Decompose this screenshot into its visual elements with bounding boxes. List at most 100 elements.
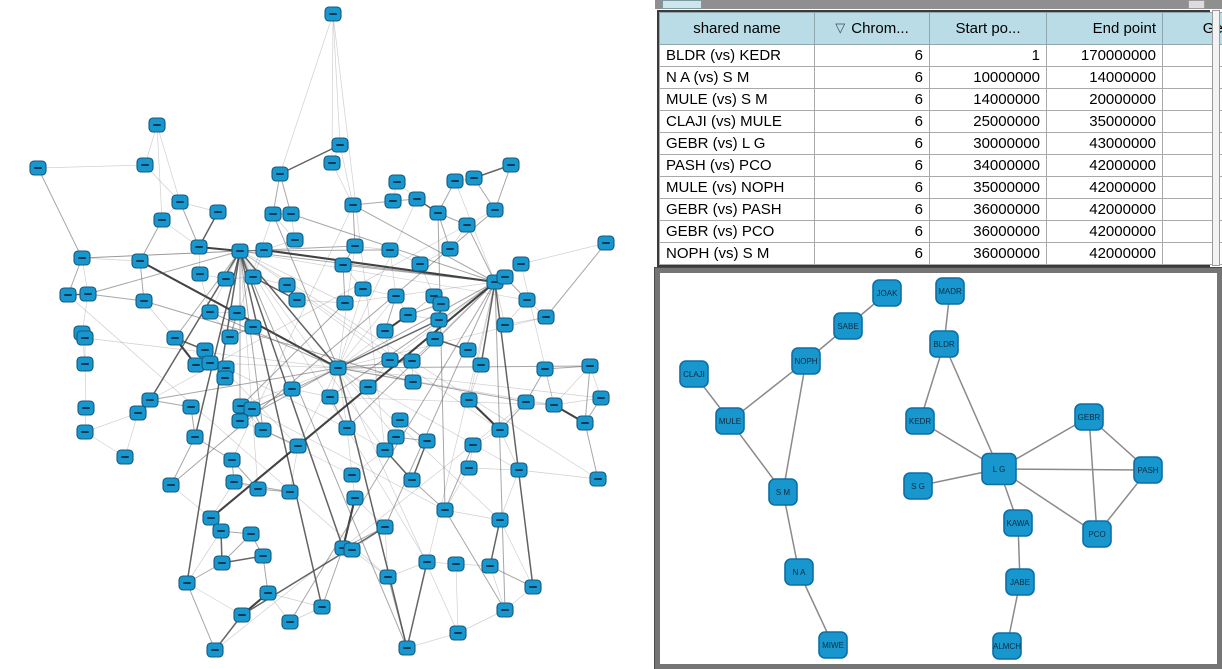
table-cell[interactable]: 170000000 — [1046, 44, 1163, 67]
network-node[interactable] — [429, 205, 447, 221]
table-cell[interactable]: N A (vs) S M — [659, 66, 815, 89]
network-node[interactable] — [153, 212, 171, 228]
table-cell[interactable]: 16.9 — [1162, 132, 1222, 155]
network-node[interactable] — [376, 519, 394, 535]
network-node[interactable] — [201, 304, 219, 320]
network-node[interactable] — [344, 197, 362, 213]
table-cell[interactable]: 6 — [814, 88, 930, 111]
table-cell[interactable]: 36000000 — [929, 198, 1047, 221]
network-edge[interactable] — [943, 343, 1000, 470]
network-edge[interactable] — [1088, 416, 1098, 535]
table-cell[interactable]: 1 — [929, 44, 1047, 67]
table-cell[interactable]: 43000000 — [1046, 132, 1163, 155]
network-node[interactable]: NOPH — [791, 347, 821, 375]
table-cell[interactable]: 25000000 — [929, 110, 1047, 133]
table-cell[interactable]: 35000000 — [1046, 110, 1163, 133]
table-cell[interactable]: 192.0 — [1162, 44, 1222, 67]
table-cell[interactable]: 35000000 — [929, 176, 1047, 199]
network-node[interactable] — [459, 342, 477, 358]
network-node[interactable]: KEDR — [905, 407, 935, 435]
network-node[interactable] — [518, 292, 536, 308]
network-node[interactable] — [213, 555, 231, 571]
network-node[interactable] — [129, 405, 147, 421]
table-cell[interactable]: 8.4 — [1162, 220, 1222, 243]
network-node[interactable] — [581, 358, 599, 374]
network-node[interactable] — [446, 173, 464, 189]
network-node[interactable] — [391, 412, 409, 428]
network-node[interactable] — [517, 394, 535, 410]
network-node[interactable] — [384, 193, 402, 209]
network-node[interactable] — [77, 400, 95, 416]
table-cell[interactable]: 8.9 — [1162, 198, 1222, 221]
network-node[interactable]: L G — [981, 452, 1017, 486]
table-row[interactable]: CLAJI (vs) MULE625000000350000005.9 — [659, 110, 1222, 133]
network-node[interactable] — [286, 232, 304, 248]
network-node[interactable] — [403, 353, 421, 369]
network-node[interactable]: JABE — [1005, 568, 1035, 596]
table-cell[interactable]: 6 — [814, 66, 930, 89]
column-header-3[interactable]: End point — [1046, 12, 1163, 45]
network-node[interactable] — [336, 295, 354, 311]
network-node[interactable]: CLAJI — [679, 360, 709, 388]
table-cell[interactable]: 6 — [814, 220, 930, 243]
network-node[interactable]: S G — [903, 472, 933, 500]
network-node[interactable] — [271, 166, 289, 182]
table-row[interactable]: PASH (vs) PCO6340000004200000011.4 — [659, 154, 1222, 177]
network-node[interactable] — [502, 157, 520, 173]
table-cell[interactable]: 6 — [814, 132, 930, 155]
network-node[interactable] — [465, 170, 483, 186]
column-header-1[interactable]: ▽ Chrom... — [814, 12, 930, 45]
table-cell[interactable]: 42000000 — [1046, 176, 1163, 199]
network-node[interactable] — [191, 266, 209, 282]
network-node[interactable] — [233, 607, 251, 623]
network-node[interactable] — [404, 374, 422, 390]
network-node[interactable] — [460, 460, 478, 476]
network-node[interactable] — [458, 217, 476, 233]
network-node[interactable]: BLDR — [929, 330, 959, 358]
table-cell[interactable]: GEBR (vs) PCO — [659, 220, 815, 243]
network-node[interactable] — [592, 390, 610, 406]
network-node[interactable] — [131, 253, 149, 269]
table-row[interactable]: MULE (vs) S M614000000200000007.5 — [659, 88, 1222, 111]
network-node[interactable] — [460, 392, 478, 408]
network-node[interactable] — [244, 319, 262, 335]
network-node[interactable]: SABE — [833, 312, 863, 340]
network-node[interactable] — [136, 157, 154, 173]
network-node[interactable] — [79, 286, 97, 302]
table-cell[interactable]: 6.6 — [1162, 66, 1222, 89]
table-cell[interactable]: 20000000 — [1046, 88, 1163, 111]
network-node[interactable] — [496, 317, 514, 333]
network-node[interactable] — [148, 117, 166, 133]
network-node[interactable] — [399, 307, 417, 323]
network-node[interactable]: MULE — [715, 407, 745, 435]
network-node[interactable] — [201, 355, 219, 371]
network-node[interactable] — [376, 442, 394, 458]
table-cell[interactable]: GEBR (vs) PASH — [659, 198, 815, 221]
network-node[interactable] — [76, 424, 94, 440]
network-node[interactable] — [536, 361, 554, 377]
network-node[interactable] — [186, 429, 204, 445]
network-node[interactable] — [486, 202, 504, 218]
network-node[interactable] — [491, 422, 509, 438]
network-node[interactable] — [524, 579, 542, 595]
table-cell[interactable]: 14000000 — [929, 88, 1047, 111]
network-node[interactable] — [216, 370, 234, 386]
network-node[interactable] — [289, 438, 307, 454]
network-node[interactable] — [381, 242, 399, 258]
network-node[interactable] — [255, 242, 273, 258]
network-node[interactable]: PCO — [1082, 520, 1112, 548]
network-node[interactable] — [376, 323, 394, 339]
network-node[interactable] — [59, 287, 77, 303]
network-node[interactable] — [249, 481, 267, 497]
network-node[interactable] — [212, 523, 230, 539]
network-node[interactable]: ALMCH — [992, 632, 1022, 660]
network-node[interactable] — [76, 356, 94, 372]
network-node[interactable] — [190, 239, 208, 255]
network-node[interactable] — [116, 449, 134, 465]
overview-network-canvas[interactable] — [0, 0, 655, 669]
table-cell[interactable]: 6 — [814, 198, 930, 221]
network-node[interactable] — [281, 484, 299, 500]
network-node[interactable] — [418, 554, 436, 570]
network-node[interactable] — [217, 271, 235, 287]
